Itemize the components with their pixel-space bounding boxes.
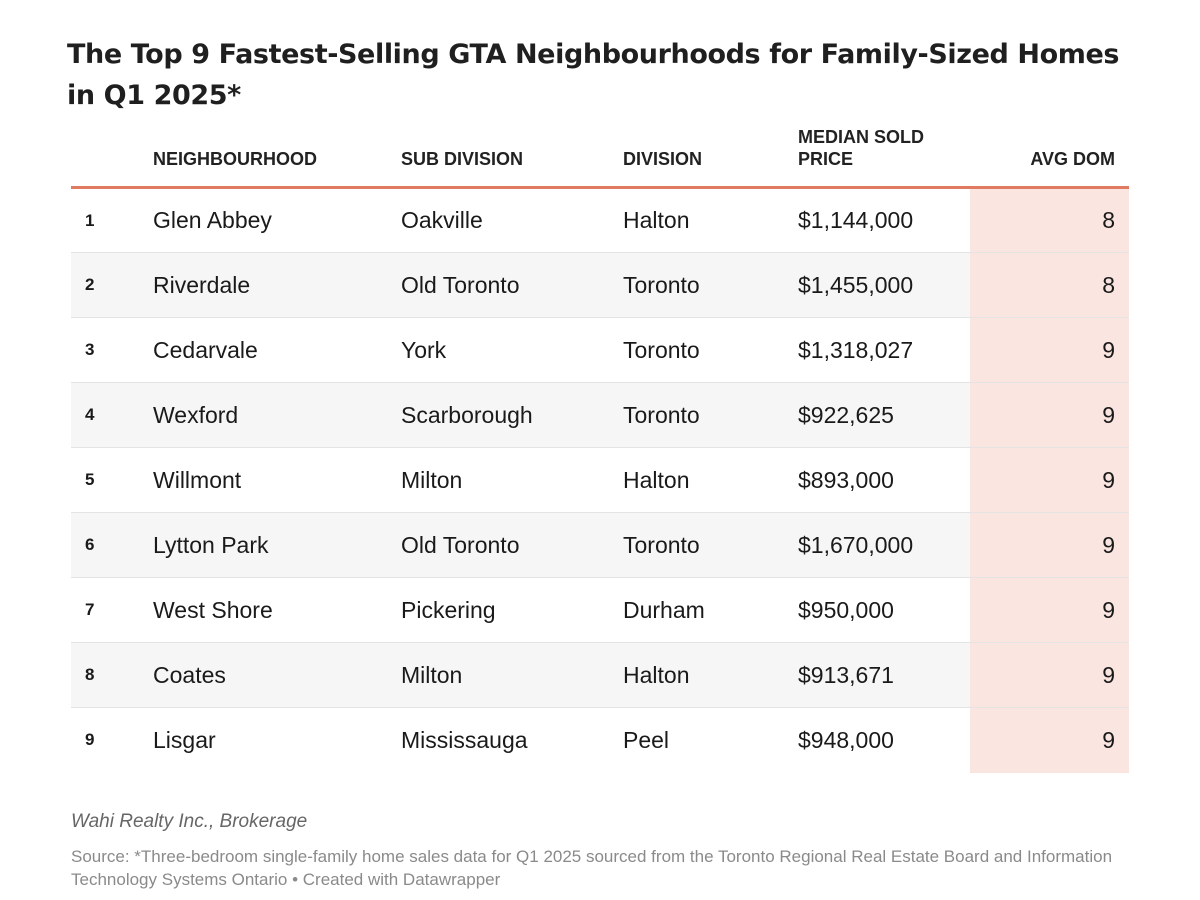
table-row: 4 Wexford Scarborough Toronto $922,625 9: [71, 382, 1129, 448]
cell-sub-division: Milton: [401, 447, 623, 513]
cell-median-sold-price: $1,318,027: [798, 317, 970, 383]
cell-median-sold-price: $893,000: [798, 447, 970, 513]
column-header-division: DIVISION: [623, 120, 798, 189]
cell-rank: 4: [71, 382, 153, 448]
cell-median-sold-price: $948,000: [798, 726, 894, 753]
cell-median-sold-price: $1,670,000: [798, 512, 970, 578]
cell-sub-division: Old Toronto: [401, 512, 623, 578]
cell-rank: 7: [71, 577, 153, 643]
cell-median-sold-price: $950,000: [798, 577, 970, 643]
cell-avg-dom: 9: [970, 577, 1129, 643]
table-row: 6 Lytton Park Old Toronto Toronto $1,670,000…: [71, 512, 1129, 578]
table-row: 5 Willmont Milton Halton $893,000 9: [71, 447, 1129, 513]
cell-division: Toronto: [623, 512, 798, 578]
cell-median-sold-price: $922,625: [798, 382, 970, 448]
table-row: 3 Cedarvale York Toronto $1,318,027 9: [71, 317, 1129, 383]
column-header-sub-division: SUB DIVISION: [401, 120, 623, 189]
cell-avg-dom: 8: [970, 187, 1129, 253]
credit-line: Wahi Realty Inc., Brokerage: [71, 811, 308, 832]
column-header-median-sold-price: MEDIAN SOLD PRICE: [798, 120, 970, 189]
chart-title: The Top 9 Fastest-Selling GTA Neighbourh…: [67, 39, 1120, 111]
cell-median-sold-price: $913,671: [798, 642, 970, 708]
cell-avg-dom: 9: [970, 447, 1129, 513]
cell-sub-division: Old Toronto: [401, 252, 623, 318]
cell-division: Toronto: [623, 317, 798, 383]
cell-neighbourhood: Willmont: [153, 447, 401, 513]
column-header-rank: [71, 120, 153, 189]
cell-avg-dom: 9: [970, 642, 1129, 708]
cell-rank: 1: [71, 187, 153, 253]
cell-neighbourhood: Lytton Park: [153, 512, 401, 578]
cell-median-sold-price: $1,144,000: [798, 187, 970, 253]
table-row: 2 Riverdale Old Toronto Toronto $1,455,000 8: [71, 252, 1129, 318]
cell-sub-division: Oakville: [401, 187, 623, 253]
cell-rank: 2: [71, 252, 153, 318]
cell-division: Halton: [623, 187, 798, 253]
cell-avg-dom: 9: [970, 382, 1129, 448]
cell-division: Peel: [623, 726, 670, 753]
cell-neighbourhood: Lisgar: [153, 726, 216, 753]
table-row: 9 Lisgar Mississauga Peel $948,000 9: [71, 707, 1129, 773]
cell-rank: 8: [71, 642, 153, 708]
data-table-container: NEIGHBOURHOOD SUB DIVISION DIVISION MEDI…: [71, 120, 1129, 773]
table-row: 7 West Shore Pickering Durham $950,000 9: [71, 577, 1129, 643]
cell-sub-division: Mississauga: [401, 726, 528, 753]
data-table: NEIGHBOURHOOD SUB DIVISION DIVISION MEDI…: [71, 120, 1129, 773]
cell-rank: 3: [71, 317, 153, 383]
cell-avg-dom: 9: [970, 707, 1129, 773]
cell-rank: 5: [71, 447, 153, 513]
cell-division: Halton: [623, 642, 798, 708]
cell-sub-division: Scarborough: [401, 382, 623, 448]
cell-neighbourhood: Coates: [153, 642, 401, 708]
cell-sub-division: Milton: [401, 642, 623, 708]
table-row: 1 Glen Abbey Oakville Halton $1,144,000 8: [71, 187, 1129, 253]
table-body: 1 Glen Abbey Oakville Halton $1,144,000 8 2 Riv…: [71, 187, 1129, 773]
cell-division: Toronto: [623, 382, 798, 448]
cell-division: Toronto: [623, 252, 798, 318]
cell-neighbourhood: Riverdale: [153, 252, 401, 318]
cell-neighbourhood: Wexford: [153, 382, 401, 448]
cell-avg-dom: 8: [970, 252, 1129, 318]
cell-sub-division: Pickering: [401, 577, 623, 643]
cell-rank: 6: [71, 512, 153, 578]
cell-avg-dom: 9: [970, 317, 1129, 383]
cell-avg-dom: 9: [970, 512, 1129, 578]
cell-median-sold-price: $1,455,000: [798, 252, 970, 318]
cell-neighbourhood: Glen Abbey: [153, 187, 401, 253]
column-header-avg-dom: AVG DOM: [970, 120, 1129, 189]
column-header-neighbourhood: NEIGHBOURHOOD: [153, 120, 401, 189]
cell-neighbourhood: West Shore: [153, 577, 401, 643]
cell-division: Halton: [623, 447, 798, 513]
cell-neighbourhood: Cedarvale: [153, 317, 401, 383]
table-header-row: NEIGHBOURHOOD SUB DIVISION DIVISION MEDI…: [71, 120, 1129, 189]
table-row: 8 Coates Milton Halton $913,671 9: [71, 642, 1129, 708]
cell-sub-division: York: [401, 317, 623, 383]
cell-rank: 9: [85, 730, 95, 750]
source-note: Source: *Three-bedroom single-family hom…: [71, 847, 1113, 889]
cell-division: Durham: [623, 577, 798, 643]
